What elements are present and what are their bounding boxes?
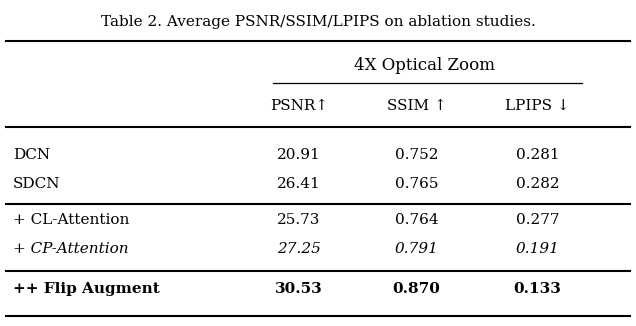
Text: 0.191: 0.191 <box>516 243 559 256</box>
Text: 0.752: 0.752 <box>395 148 438 162</box>
Text: DCN: DCN <box>13 148 50 162</box>
Text: 0.870: 0.870 <box>392 282 441 295</box>
Text: 0.765: 0.765 <box>395 177 438 191</box>
Text: SSIM ↑: SSIM ↑ <box>387 99 446 113</box>
Text: 30.53: 30.53 <box>275 282 323 295</box>
Text: ++ Flip Augment: ++ Flip Augment <box>13 282 160 295</box>
Text: + CL-Attention: + CL-Attention <box>13 213 129 227</box>
Text: 20.91: 20.91 <box>277 148 321 162</box>
Text: 0.277: 0.277 <box>516 213 559 227</box>
Text: 0.281: 0.281 <box>516 148 559 162</box>
Text: PSNR↑: PSNR↑ <box>270 99 328 113</box>
Text: 25.73: 25.73 <box>277 213 321 227</box>
Text: Table 2. Average PSNR/SSIM/LPIPS on ablation studies.: Table 2. Average PSNR/SSIM/LPIPS on abla… <box>100 15 536 29</box>
Text: 0.764: 0.764 <box>395 213 438 227</box>
Text: 27.25: 27.25 <box>277 243 321 256</box>
Text: + CP-Attention: + CP-Attention <box>13 243 128 256</box>
Text: 0.791: 0.791 <box>395 243 438 256</box>
Text: 4X Optical Zoom: 4X Optical Zoom <box>354 57 495 74</box>
Text: SDCN: SDCN <box>13 177 60 191</box>
Text: 26.41: 26.41 <box>277 177 321 191</box>
Text: 0.282: 0.282 <box>516 177 559 191</box>
Text: 0.133: 0.133 <box>513 282 562 295</box>
Text: LPIPS ↓: LPIPS ↓ <box>505 99 570 113</box>
